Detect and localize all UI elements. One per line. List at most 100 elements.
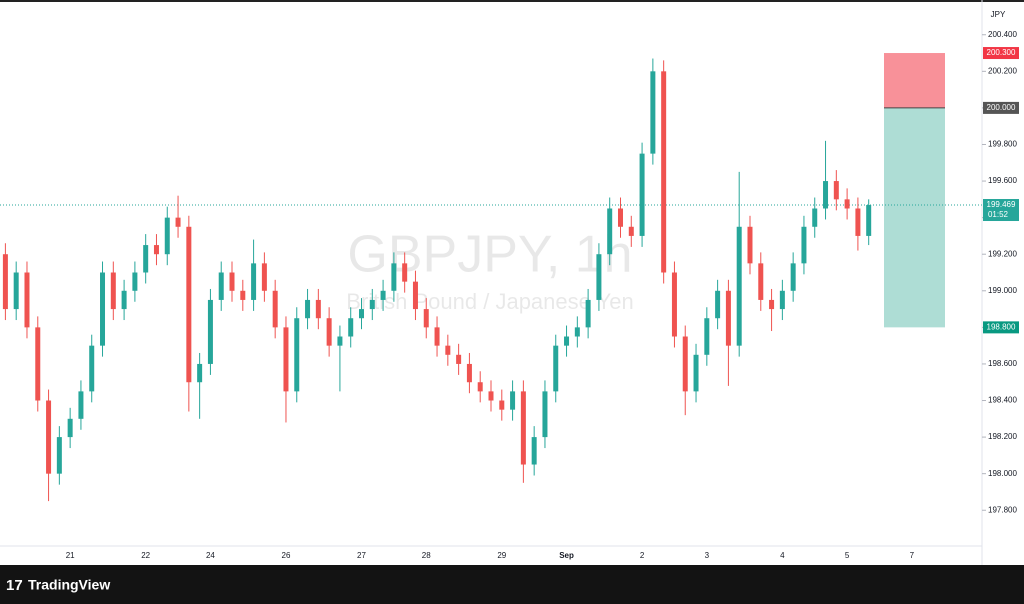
candle-body (596, 254, 602, 300)
x-tick-label: 22 (141, 551, 150, 560)
y-tick-label: 200.400 (988, 30, 1017, 39)
y-tick-label: 199.200 (988, 249, 1017, 258)
candle-body (812, 208, 818, 227)
candle-body (639, 153, 645, 236)
candle-body (13, 272, 19, 310)
last-price-tag (983, 199, 1019, 222)
x-tick-label: 4 (780, 551, 785, 560)
candle-body (402, 263, 408, 282)
candle-body (78, 391, 84, 419)
price-tag-label: 200.300 (987, 48, 1016, 57)
last-price-label: 199.469 (987, 200, 1016, 209)
candle-body (736, 226, 742, 346)
candle-body (229, 272, 235, 291)
candle-body (844, 199, 850, 209)
candle-body (801, 226, 807, 264)
candle-body (132, 272, 138, 291)
candle-body (56, 437, 62, 474)
candle-body (769, 299, 775, 310)
candle-body (779, 290, 785, 310)
candle-body (607, 208, 613, 255)
risk-zone (884, 53, 945, 108)
candle-body (240, 290, 246, 300)
y-tick-label: 200.200 (988, 66, 1017, 75)
x-tick-label: 21 (66, 551, 75, 560)
candle-body (790, 263, 796, 291)
candle-body (89, 345, 95, 392)
x-tick-label: 27 (357, 551, 366, 560)
candle-body (585, 299, 591, 328)
x-tick-label: 3 (705, 551, 710, 560)
price-tag (983, 321, 1019, 334)
x-tick-label: 7 (910, 551, 915, 560)
y-tick-label: 198.200 (988, 432, 1017, 441)
candle-body (412, 281, 418, 310)
candle-body (531, 437, 537, 465)
candle-body (326, 318, 332, 346)
candle-body (715, 290, 721, 319)
y-tick-label: 199.000 (988, 286, 1017, 295)
candle-body (693, 354, 699, 392)
y-tick-label: 199.600 (988, 176, 1017, 185)
candle-body (434, 327, 440, 346)
candle-body (445, 345, 451, 355)
x-tick-label: 26 (282, 551, 291, 560)
candle-body (305, 299, 311, 319)
reward-zone (884, 107, 945, 328)
candle-body (671, 272, 677, 337)
candle-body (499, 400, 505, 410)
watermark-title: GBPJPY, 1h (347, 226, 632, 284)
x-tick-label: Sep (559, 551, 574, 560)
candle-body (650, 71, 656, 154)
candle-body (315, 299, 321, 319)
price-tag-label: 198.800 (987, 322, 1016, 331)
candle-body (520, 391, 526, 465)
candle-body (186, 226, 192, 383)
candle-body (251, 263, 257, 300)
x-tick-label: 29 (497, 551, 506, 560)
candle-body (866, 205, 872, 236)
y-tick-label: 198.600 (988, 359, 1017, 368)
x-tick-label: 2 (640, 551, 645, 560)
candle-body (348, 318, 354, 337)
candle-body (758, 263, 764, 300)
price-tag-label: 200.000 (987, 103, 1016, 112)
logo-mark: 17 (6, 577, 23, 594)
candle-body (369, 299, 375, 310)
price-tag (983, 47, 1019, 60)
candle-body (143, 245, 149, 273)
candle-body (477, 382, 483, 392)
candle-body (542, 391, 548, 438)
candle-body (628, 226, 634, 236)
candle-body (661, 71, 667, 273)
candle-body (423, 309, 429, 328)
candle-body (110, 272, 116, 310)
candle-body (218, 272, 224, 300)
candle-body (121, 290, 127, 310)
candle-body (574, 327, 580, 337)
candle-body (704, 318, 710, 355)
countdown-label: 01:52 (988, 210, 1009, 219)
candle-body (553, 345, 559, 392)
candle-body (207, 299, 213, 364)
x-tick-label: 24 (206, 551, 215, 560)
candle-body (153, 245, 159, 255)
candle-body (337, 336, 343, 346)
brand: TradingView (28, 577, 110, 593)
candle-body (294, 318, 300, 392)
candle-body (175, 217, 181, 227)
currency-label: JPY (991, 10, 1006, 19)
candle-body (510, 391, 516, 410)
candle-body (100, 272, 106, 346)
candle-body (24, 272, 30, 328)
candle-body (456, 354, 462, 364)
candle-body (2, 254, 8, 310)
candle-body (67, 418, 73, 438)
candle-body (164, 217, 170, 255)
y-tick-label: 199.800 (988, 140, 1017, 149)
x-tick-label: 28 (422, 551, 431, 560)
y-tick-label: 197.800 (988, 505, 1017, 514)
candle-body (466, 363, 472, 383)
